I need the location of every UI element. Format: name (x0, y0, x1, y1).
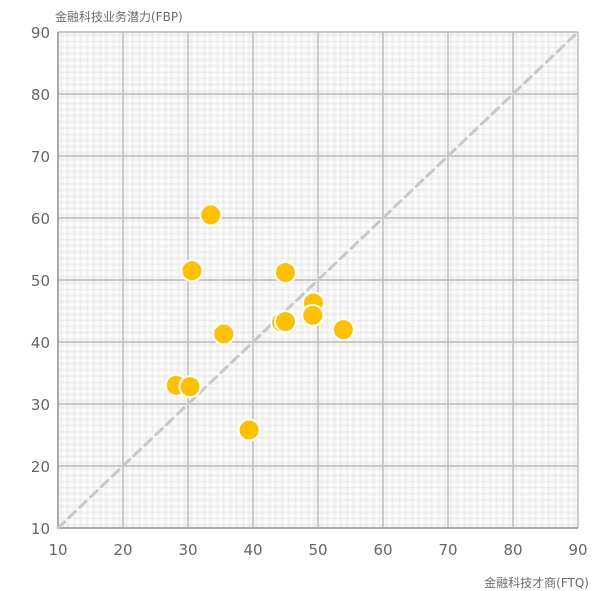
y-tick-label: 70 (31, 148, 50, 166)
x-tick-label: 40 (243, 541, 262, 559)
data-points (164, 203, 355, 442)
x-tick-label: 60 (373, 541, 392, 559)
y-tick-label: 10 (31, 520, 50, 538)
y-tick-label: 40 (31, 334, 50, 352)
y-tick-label: 30 (31, 396, 50, 414)
reference-diagonal (56, 30, 580, 530)
x-axis-ticks: 10 20 30 40 50 60 70 80 90 (48, 541, 587, 559)
x-tick-label: 80 (503, 541, 522, 559)
data-point (212, 322, 236, 346)
y-tick-label: 60 (31, 210, 50, 228)
y-tick-label: 20 (31, 458, 50, 476)
data-point (274, 261, 297, 285)
x-tick-label: 20 (113, 541, 132, 559)
x-tick-label: 90 (568, 541, 587, 559)
y-tick-label: 90 (31, 24, 50, 42)
y-axis-title: 金融科技业务潜力(FBP) (55, 9, 183, 24)
x-tick-label: 50 (308, 541, 327, 559)
x-tick-label: 30 (178, 541, 197, 559)
x-axis-title: 金融科技才商(FTQ) (484, 575, 589, 590)
x-tick-label: 70 (438, 541, 457, 559)
data-point (301, 303, 325, 327)
y-axis-ticks: 10 20 30 40 50 60 70 80 90 (31, 24, 50, 538)
data-point (199, 203, 223, 227)
data-point (237, 418, 261, 442)
data-point (331, 318, 355, 342)
y-tick-label: 80 (31, 86, 50, 104)
data-point (178, 375, 202, 399)
y-tick-label: 50 (31, 272, 50, 290)
data-point (274, 310, 297, 334)
data-point (180, 259, 204, 283)
grid-lines (57, 31, 579, 529)
diagonal-dashed-line (56, 30, 580, 530)
x-tick-label: 10 (48, 541, 67, 559)
